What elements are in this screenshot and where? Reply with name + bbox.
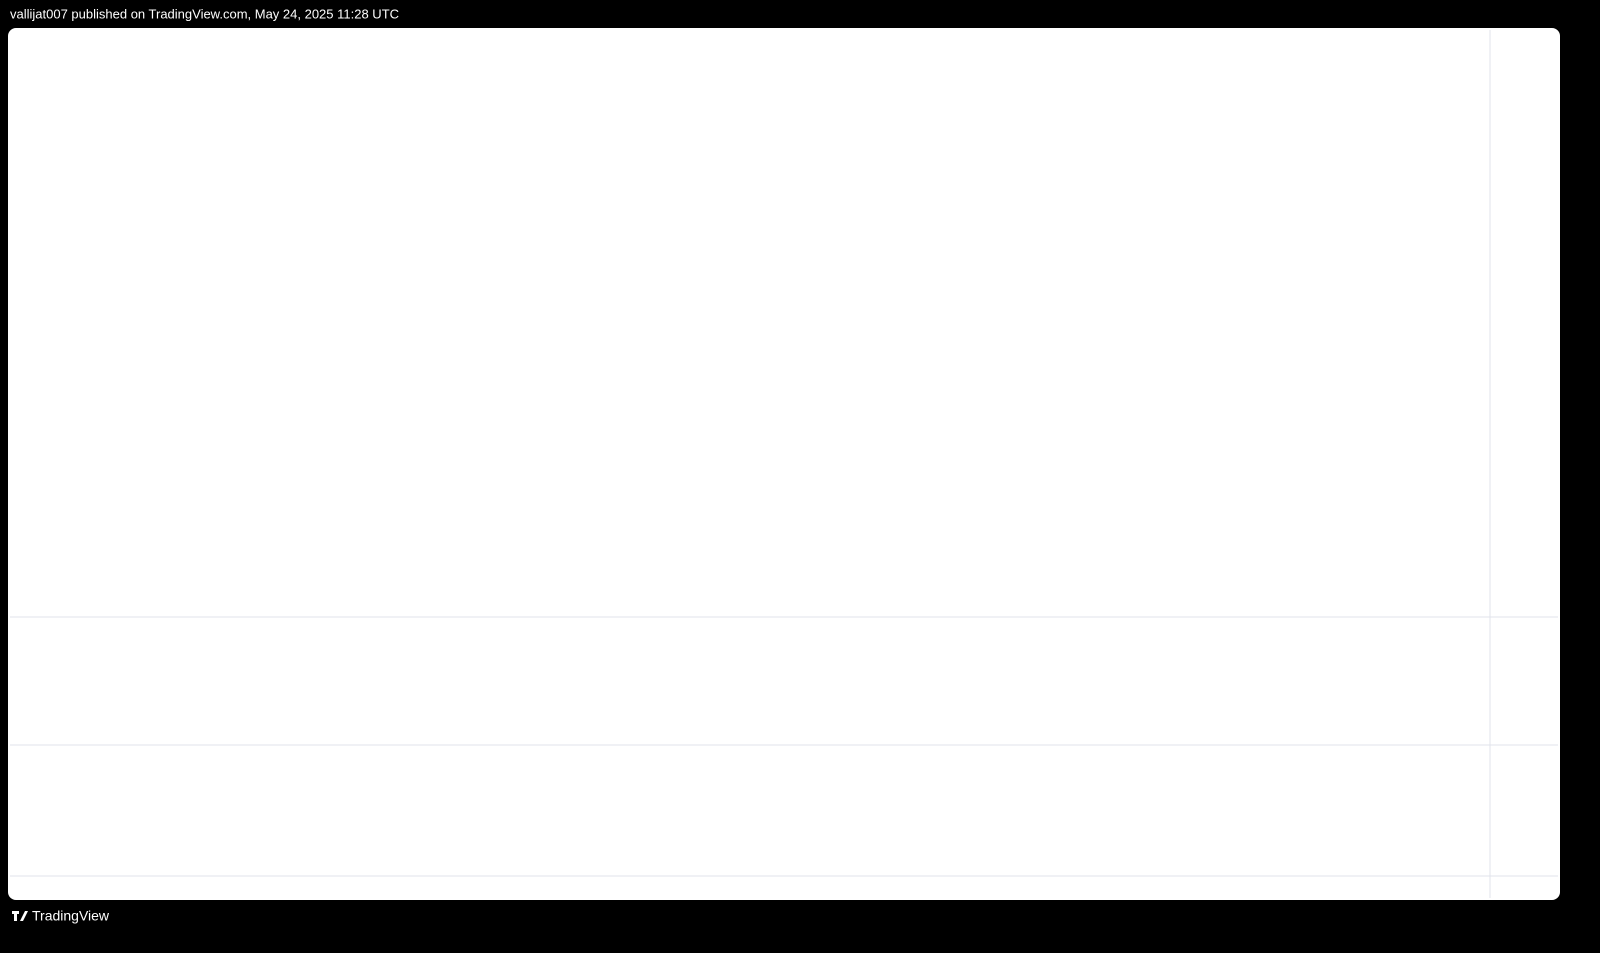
publisher-line: vallijat007 published on TradingView.com… — [10, 6, 399, 21]
brand: TradingView — [32, 908, 110, 924]
chart-area — [8, 28, 1560, 900]
brand-logo — [12, 911, 28, 921]
logo-part — [14, 911, 17, 921]
logo-part — [20, 911, 28, 921]
